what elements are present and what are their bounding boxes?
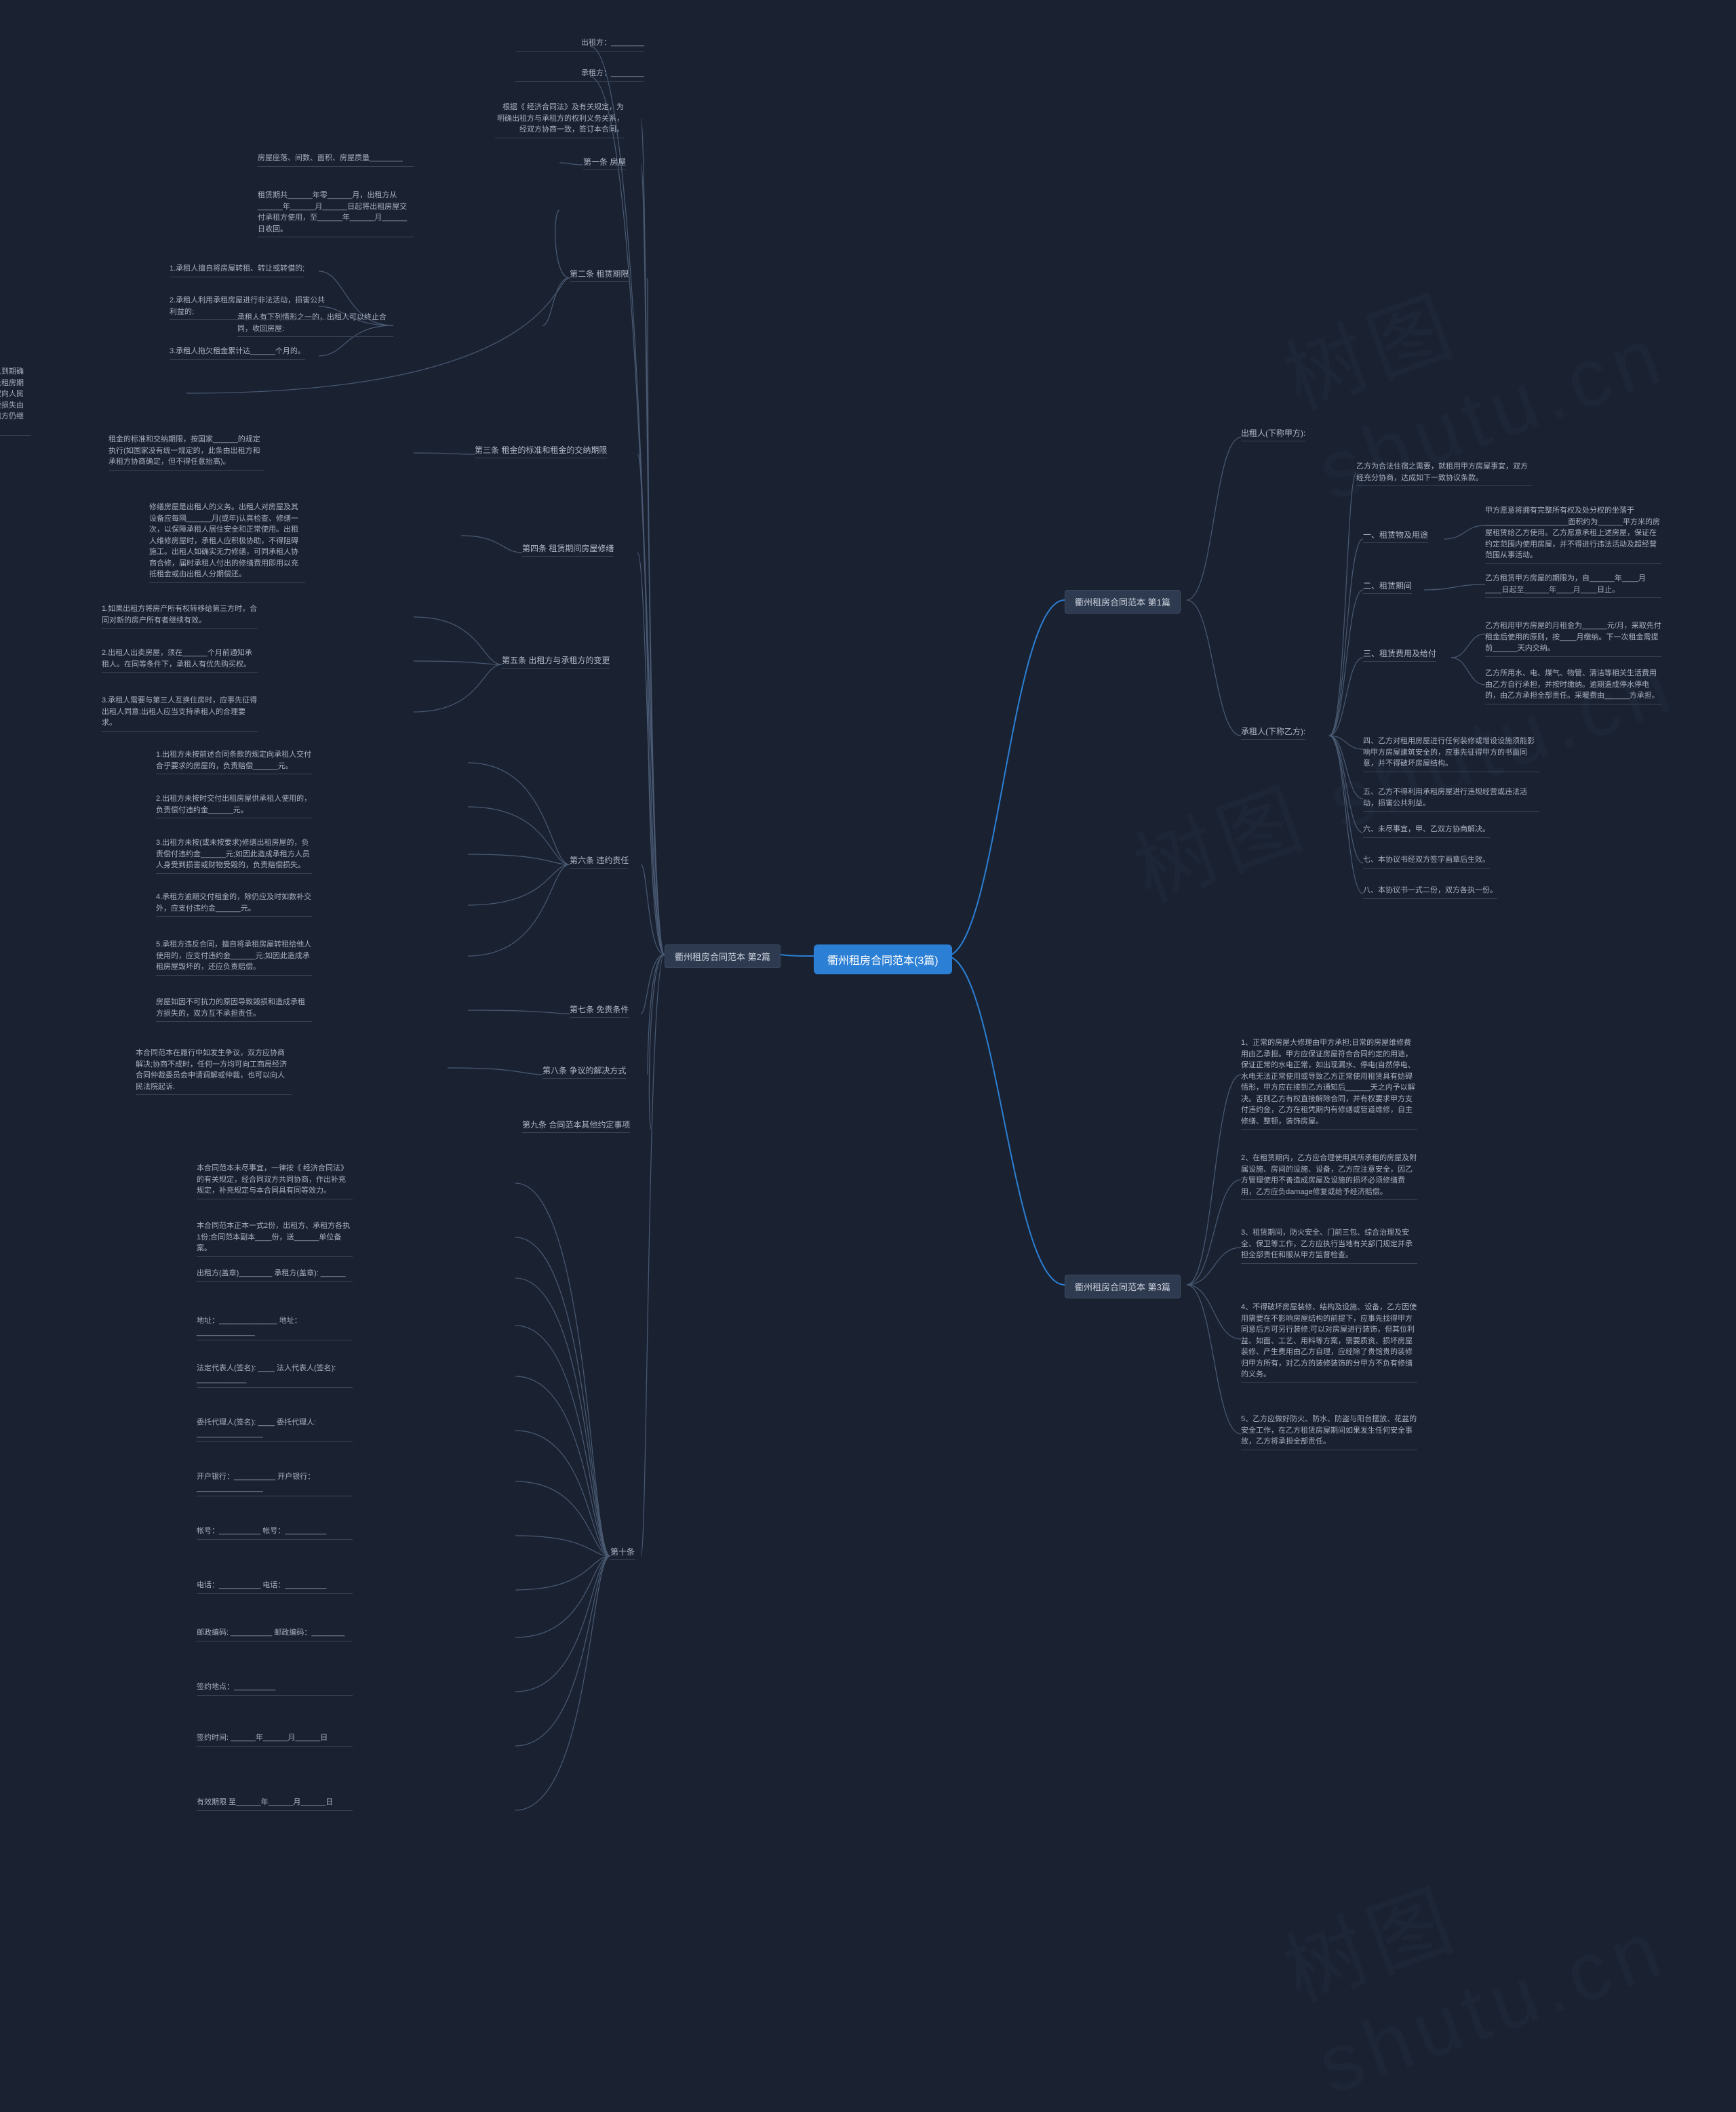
s2-top-leaf: 根据《 经济合同法》及有关规定，为明确出租方与承租方的权利义务关系，经双方协商一… <box>495 102 624 138</box>
s2-leaf: 开户银行：__________ 开户银行：________________ <box>197 1471 353 1496</box>
s2-article: 第二条 租赁期限 <box>570 268 629 282</box>
s2-leaf: 本合同范本正本一式2份，出租方、承租方各执1份;合同范本副本____份，送___… <box>197 1220 353 1257</box>
s1-intro: 乙方为合法住宿之需要，就租用甲方房屋事宜，双方经充分协商，达成如下一致协议条款。 <box>1356 461 1533 486</box>
s2-leaf: 有效期限 至______年______月______日 <box>197 1797 353 1811</box>
s1-leaf: 乙方所用水、电、煤气、物管、清洁等相关生活费用由乙方自行承担，并按时缴纳。逾期造… <box>1485 668 1661 704</box>
s3-leaf: 4、不得破坏房屋装修、结构及设施、设备，乙方因使用需要在不影响房屋结构的前提下，… <box>1241 1302 1417 1383</box>
s2-article: 第五条 出租方与承租方的变更 <box>502 654 610 669</box>
s2-leaf: 房屋如因不可抗力的原因导致毁损和造成承租方损失的，双方互不承担责任。 <box>156 997 312 1022</box>
s2-leaf: 租房合同如因期满而终止时，如承租人到期确实无法找到房屋，出租人应当酌情延长租房期… <box>0 366 31 436</box>
s2-article: 第六条 违约责任 <box>570 854 629 869</box>
s2-leaf: 3.承租人需要与第三人互换住房时，应事先征得出租人同意;出租人应当支持承租人的合… <box>102 695 258 732</box>
s2-subleaf: 1.承租人擅自将房屋转租、转让或转借的; <box>170 263 304 277</box>
s2-leaf: 签约时间: ______年______月______日 <box>197 1732 353 1747</box>
s2-leaf: 委托代理人(签名): ____ 委托代理人: ________________ <box>197 1417 353 1442</box>
s2-leaf: 5.承租方违反合同，擅自将承租房屋转租给他人使用的，应支付违约金______元;… <box>156 939 312 976</box>
s2-article: 第七条 免责条件 <box>570 1003 629 1018</box>
s1-item: 四、乙方对租用房屋进行任何装修或增设设施须能影响甲方房屋建筑安全的，应事先征得甲… <box>1363 736 1539 772</box>
s1-item: 八、本协议书一式二份，双方各执一份。 <box>1363 885 1497 899</box>
watermark: 树图 shutu.cn <box>1266 1761 1736 2112</box>
s1-party: 承租人(下称乙方): <box>1241 725 1305 740</box>
s2-leaf: 2.出租方未按时交付出租房屋供承租人使用的，负责偿付违约金______元。 <box>156 793 312 818</box>
s2-leaf: 1.如果出租方将房产所有权转移给第三方时，合同对新的房产所有者继续有效。 <box>102 603 258 629</box>
section-s1: 衢州租房合同范本 第1篇 <box>1065 590 1181 614</box>
s3-leaf: 3、租赁期间，防火安全、门前三包、综合治理及安全、保卫等工作，乙方应执行当地有关… <box>1241 1227 1417 1264</box>
s2-subleaf: 2.承租人利用承租房屋进行非法活动，损害公共利益的; <box>170 295 326 320</box>
s1-item: 七、本协议书经双方签字画章后生效。 <box>1363 854 1490 869</box>
center-node: 衢州租房合同范本(3篇) <box>814 944 952 974</box>
s2-leaf: 邮政编码: __________ 邮政编码：________ <box>197 1627 353 1641</box>
s2-leaf: 4.承租方逾期交付租金的，除仍应及时如数补交外，应支付违约金______元。 <box>156 892 312 917</box>
s1-leaf: 甲方愿意将拥有完整所有权及处分权的坐落于____________________… <box>1485 505 1661 564</box>
s2-article: 第十条 <box>610 1546 635 1560</box>
section-s3: 衢州租房合同范本 第3篇 <box>1065 1275 1181 1298</box>
s2-leaf: 本合同范本未尽事宜，一律按《 经济合同法》的有关规定，经合同双方共同协商，作出补… <box>197 1163 353 1199</box>
s1-item: 三、租赁费用及给付 <box>1363 647 1436 662</box>
s2-article: 第三条 租金的标准和租金的交纳期限 <box>475 444 607 458</box>
s2-leaf: 帐号：__________ 帐号：__________ <box>197 1526 353 1540</box>
s2-leaf: 2.出租人出卖房屋，须在______个月前通知承租人。在同等条件下，承租人有优先… <box>102 647 258 673</box>
s2-leaf: 房屋座落、间数、面积、房屋质量________ <box>258 153 414 167</box>
s2-leaf: 1.出租方未按前述合同条款的规定向承租人交付合乎要求的房屋的，负责赔偿_____… <box>156 749 312 774</box>
s1-leaf: 乙方租用甲方房屋的月租金为______元/月，采取先付租金后使用的原则，按___… <box>1485 620 1661 657</box>
s2-leaf: 电话：__________ 电话：__________ <box>197 1580 353 1594</box>
section-s2: 衢州租房合同范本 第2篇 <box>665 944 781 968</box>
s2-article: 第四条 租赁期间房屋修缮 <box>522 542 614 557</box>
s3-leaf: 5、乙方应做好防火、防水、防盗与阳台摆放、花盆的安全工作，在乙方租赁房屋期间如果… <box>1241 1414 1417 1450</box>
s2-article: 第八条 争议的解决方式 <box>542 1064 626 1079</box>
s3-leaf: 1、正常的房屋大修理由甲方承担;日常的房屋维修费用由乙承担。甲方应保证房屋符合合… <box>1241 1037 1417 1130</box>
s2-top-leaf: 出租方：________ <box>515 37 644 52</box>
s2-leaf: 3.出租方未按(或未按要求)修缮出租房屋的，负责偿付违约金______元;如因此… <box>156 837 312 874</box>
s1-item: 五、乙方不得利用承租房屋进行违规经营或违法活动，损害公共利益。 <box>1363 786 1539 812</box>
s2-article: 第一条 房屋 <box>583 156 626 170</box>
s1-item: 一、租赁物及用途 <box>1363 529 1428 543</box>
s2-subleaf: 3.承租人拖欠租金累计达______个月的。 <box>170 346 305 360</box>
s1-item: 二、租赁期间 <box>1363 580 1412 594</box>
s2-leaf: 租金的标准和交纳期限，按国家______的规定执行(如国家没有统一规定的，此条由… <box>108 434 264 471</box>
s2-leaf: 租赁期共______年零______月，出租方从______年______月__… <box>258 190 414 237</box>
s2-leaf: 修缮房屋是出租人的义务。出租人对房屋及其设备应每隔______月(或年)认真检查… <box>149 502 305 583</box>
s2-article: 第九条 合同范本其他约定事项 <box>522 1119 630 1133</box>
s1-item: 六、未尽事宜，甲、乙双方协商解决。 <box>1363 824 1490 838</box>
s2-leaf: 本合同范本在履行中如发生争议，双方应协商解决;协商不成时，任何一方均可向工商局经… <box>136 1048 292 1095</box>
s2-leaf: 签约地点：__________ <box>197 1681 353 1696</box>
s1-leaf: 乙方租赁甲方房屋的期限为，自______年____月____日起至______年… <box>1485 573 1661 598</box>
s3-leaf: 2、在租赁期内，乙方应合理使用其所承租的房屋及附属设施、房间的设施、设备，乙方应… <box>1241 1153 1417 1200</box>
s2-top-leaf: 承租方：________ <box>515 68 644 82</box>
s2-leaf: 出租方(盖章)________ 承租方(盖章): ______ <box>197 1268 353 1282</box>
s2-leaf: 地址：______________ 地址：______________ <box>197 1315 353 1340</box>
s2-leaf: 法定代表人(签名): ____ 法人代表人(签名): ____________ <box>197 1363 353 1388</box>
s1-party: 出租人(下称甲方): <box>1241 427 1305 441</box>
